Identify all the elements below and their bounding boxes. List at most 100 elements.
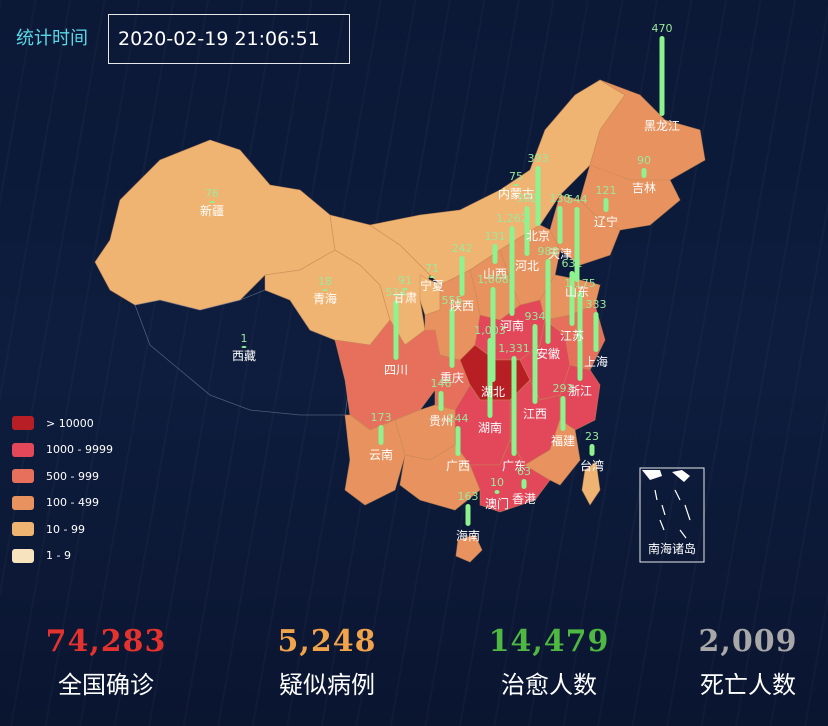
stat-suspected-label: 疑似病例 (279, 671, 375, 699)
legend-swatch (12, 548, 34, 563)
province-bar[interactable] (402, 288, 408, 290)
province-value: 173 (371, 411, 392, 424)
province-bar[interactable] (532, 324, 538, 404)
province-value: 71 (425, 262, 439, 275)
province-value: 514 (386, 286, 407, 299)
province-value: 631 (562, 257, 583, 270)
province-value: 988 (538, 245, 559, 258)
province-bar[interactable] (521, 479, 527, 489)
legend-label: 100 - 499 (46, 496, 99, 510)
region-guangdong[interactable] (469, 439, 551, 513)
province-bar[interactable] (509, 226, 515, 316)
province-value: 1 (241, 332, 248, 345)
province-name: 黑龙江 (644, 119, 680, 133)
stat-dead: 2,009 死亡人数 (658, 624, 828, 700)
province-bar[interactable] (459, 256, 465, 296)
province-name: 安徽 (536, 346, 560, 361)
region-hainan[interactable] (455, 534, 483, 563)
province-value: 1,331 (498, 342, 530, 355)
stat-cured-value: 14,479 (488, 624, 610, 659)
province-bar[interactable] (560, 396, 566, 431)
province-bar[interactable] (378, 425, 384, 445)
province-bar[interactable] (209, 201, 215, 203)
province-value: 18 (318, 275, 332, 288)
legend-item[interactable]: 1 - 9 (12, 543, 113, 570)
province-bar[interactable] (641, 168, 647, 178)
province-bar[interactable] (659, 36, 665, 116)
province-name: 北京 (526, 229, 550, 243)
province-bar[interactable] (524, 206, 530, 256)
legend-swatch (12, 416, 34, 431)
province-name: 天津 (548, 247, 572, 261)
province-bar[interactable] (593, 312, 599, 352)
province-value: 244 (448, 412, 469, 425)
province-bar[interactable] (429, 276, 435, 278)
province-name: 江苏 (560, 329, 584, 343)
province-bar[interactable] (465, 504, 471, 526)
province-name: 新疆 (200, 203, 224, 218)
province-bar[interactable] (322, 289, 328, 291)
province-name: 辽宁 (594, 214, 618, 229)
province-bar[interactable] (545, 259, 551, 344)
province-name: 湖北 (481, 384, 505, 399)
province-bar[interactable] (603, 198, 609, 212)
stat-confirmed-label: 全国确诊 (58, 671, 154, 699)
province-name: 湖南 (478, 420, 502, 435)
province-name: 青海 (313, 291, 337, 306)
legend-item[interactable]: 500 - 999 (12, 463, 113, 490)
province-value: 242 (452, 242, 473, 255)
province-name: 江西 (523, 407, 547, 421)
province-name: 宁夏 (420, 278, 444, 293)
province-bar[interactable] (492, 244, 498, 264)
province-bar[interactable] (513, 184, 519, 186)
province-bar[interactable] (438, 391, 444, 411)
province-bar[interactable] (557, 206, 563, 244)
province-name: 浙江 (568, 384, 592, 398)
legend-item[interactable]: 10 - 99 (12, 516, 113, 543)
bar-layer (209, 36, 665, 526)
province-bar[interactable] (455, 426, 461, 456)
province-bar[interactable] (589, 444, 595, 456)
stat-dead-value: 2,009 (698, 624, 798, 659)
province-bar[interactable] (577, 291, 583, 381)
legend-item[interactable]: 100 - 499 (12, 490, 113, 517)
legend: > 10000 1000 - 9999 500 - 999 100 - 499 … (12, 410, 113, 569)
label-layer: 76 新疆 1 西藏 18 青海 91 甘肃 71 宁夏 75 内蒙古 470 黑龙江 90 吉林 121 辽宁 3… (200, 22, 680, 543)
province-name: 内蒙古 (498, 186, 534, 201)
region-yunnan[interactable] (344, 414, 406, 506)
province-value: 934 (525, 310, 546, 323)
legend-item[interactable]: 1000 - 9999 (12, 437, 113, 464)
province-value: 555 (442, 294, 463, 307)
legend-swatch (12, 522, 34, 537)
province-bar[interactable] (569, 271, 575, 326)
south-china-sea-inset: 南海诸岛 (639, 467, 705, 563)
province-name: 河南 (500, 318, 524, 333)
province-name: 福建 (551, 433, 575, 448)
province-value: 302 (517, 192, 538, 205)
time-display: 2020-02-19 21:06:51 (108, 14, 350, 64)
province-bar[interactable] (241, 346, 247, 348)
province-bar[interactable] (487, 338, 493, 418)
legend-item[interactable]: > 10000 (12, 410, 113, 437)
province-bar[interactable] (574, 207, 580, 282)
province-value: 121 (596, 184, 617, 197)
province-bar[interactable] (494, 490, 500, 494)
province-value: 1,068 (477, 273, 509, 286)
province-bar[interactable] (535, 166, 541, 226)
province-name: 西藏 (232, 349, 256, 363)
province-name: 海南 (456, 528, 480, 543)
region-taiwan[interactable] (581, 461, 601, 506)
province-name: 贵州 (429, 414, 453, 428)
province-value: 146 (431, 377, 452, 390)
stat-confirmed-value: 74,283 (45, 624, 167, 659)
province-value: 393 (528, 152, 549, 165)
province-bar[interactable] (393, 300, 399, 360)
province-value: 130 (550, 192, 571, 205)
legend-label: 10 - 99 (46, 522, 85, 536)
province-bar[interactable] (449, 308, 455, 368)
province-bar[interactable] (511, 356, 517, 456)
legend-label: > 10000 (46, 416, 94, 430)
inset-label: 南海诸岛 (648, 541, 696, 556)
province-value: 76 (205, 187, 219, 200)
